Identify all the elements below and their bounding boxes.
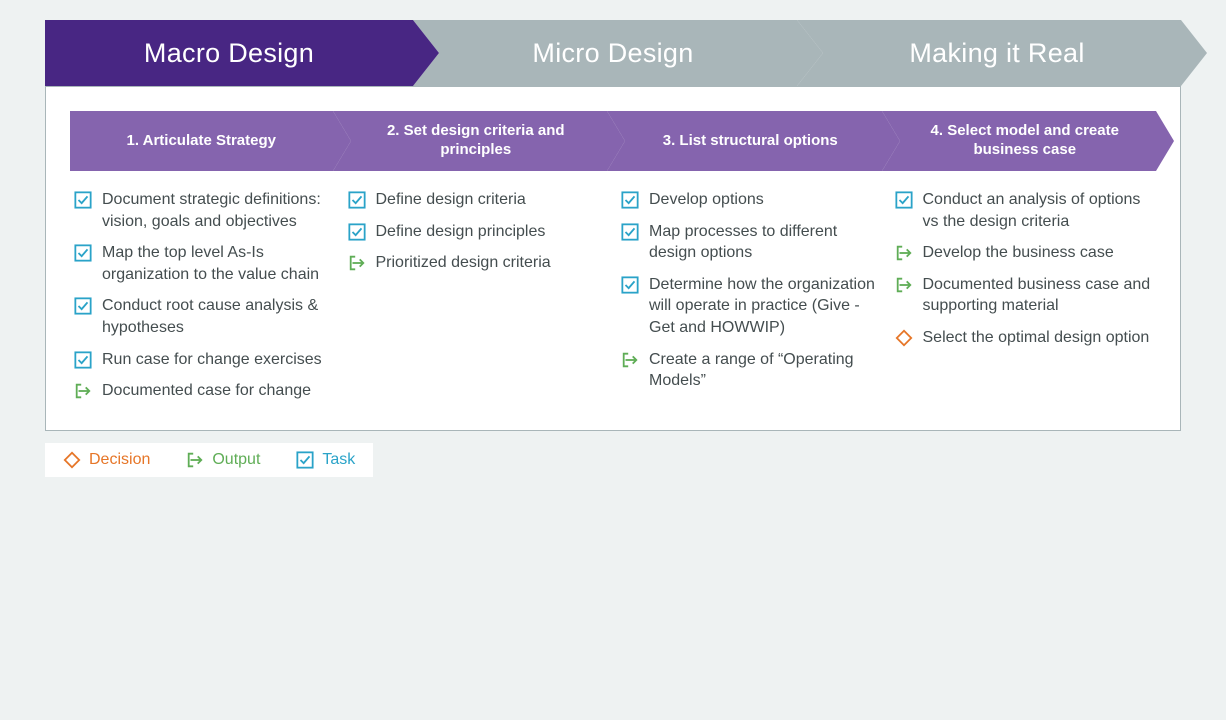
legend-output: Output [186, 451, 260, 469]
list-item: Create a range of “Operating Models” [621, 349, 879, 392]
list-item: Define design principles [348, 221, 606, 243]
checkbox-icon [348, 223, 366, 241]
top-tab-making-it-real[interactable]: Making it Real [797, 20, 1181, 86]
item-text: Develop the business case [923, 242, 1153, 264]
arrow-out-icon [895, 276, 913, 294]
list-item: Documented business case and supporting … [895, 274, 1153, 317]
legend-decision: Decision [63, 451, 150, 469]
step-header: 3. List structural options [607, 111, 882, 171]
list-item: Conduct root cause analysis & hypotheses [74, 295, 332, 338]
list-item: Conduct an analysis of options vs the de… [895, 189, 1153, 232]
item-text: Documented case for change [102, 380, 332, 402]
item-text: Conduct root cause analysis & hypotheses [102, 295, 332, 338]
checkbox-icon [348, 191, 366, 209]
list-item: Run case for change exercises [74, 349, 332, 371]
step-header-row: 1. Articulate Strategy 2. Set design cri… [70, 111, 1156, 171]
top-tab-micro-design[interactable]: Micro Design [413, 20, 797, 86]
step-column: Document strategic definitions: vision, … [70, 189, 336, 412]
step-header: 4. Select model and create business case [882, 111, 1157, 171]
step-title: 2. Set design criteria and principles [363, 122, 590, 160]
list-item: Select the optimal design option [895, 327, 1153, 349]
item-text: Create a range of “Operating Models” [649, 349, 879, 392]
arrow-out-icon [348, 254, 366, 272]
top-tab-row: Macro Design Micro Design Making it Real [45, 20, 1181, 86]
checkbox-icon [74, 297, 92, 315]
legend-label: Task [322, 451, 355, 469]
item-text: Map processes to different design option… [649, 221, 879, 264]
item-text: Determine how the organization will oper… [649, 274, 879, 339]
checkbox-icon [621, 191, 639, 209]
arrow-out-icon [186, 451, 204, 469]
step-title: 3. List structural options [663, 132, 838, 151]
step-header: 1. Articulate Strategy [70, 111, 333, 171]
checkbox-icon [296, 451, 314, 469]
step-header: 2. Set design criteria and principles [333, 111, 608, 171]
list-item: Map processes to different design option… [621, 221, 879, 264]
list-item: Develop options [621, 189, 879, 211]
item-text: Conduct an analysis of options vs the de… [923, 189, 1153, 232]
diamond-icon [63, 451, 81, 469]
legend: Decision Output Task [45, 443, 373, 477]
list-item: Documented case for change [74, 380, 332, 402]
checkbox-icon [895, 191, 913, 209]
item-text: Prioritized design criteria [376, 252, 606, 274]
arrow-out-icon [895, 244, 913, 262]
top-tab-label: Making it Real [909, 38, 1084, 69]
checkbox-icon [74, 191, 92, 209]
arrow-out-icon [621, 351, 639, 369]
item-text: Documented business case and supporting … [923, 274, 1153, 317]
legend-label: Output [212, 451, 260, 469]
legend-label: Decision [89, 451, 150, 469]
item-text: Map the top level As-Is organization to … [102, 242, 332, 285]
list-item: Develop the business case [895, 242, 1153, 264]
item-text: Document strategic definitions: vision, … [102, 189, 332, 232]
legend-task: Task [296, 451, 355, 469]
item-text: Develop options [649, 189, 879, 211]
list-item: Determine how the organization will oper… [621, 274, 879, 339]
item-text: Run case for change exercises [102, 349, 332, 371]
diamond-icon [895, 329, 913, 347]
item-text: Select the optimal design option [923, 327, 1153, 349]
item-text: Define design principles [376, 221, 606, 243]
top-tab-label: Micro Design [532, 38, 693, 69]
step-title: 4. Select model and create business case [912, 122, 1139, 160]
top-tab-macro-design[interactable]: Macro Design [45, 20, 413, 86]
checkbox-icon [621, 223, 639, 241]
list-item: Prioritized design criteria [348, 252, 606, 274]
content-panel: 1. Articulate Strategy 2. Set design cri… [45, 86, 1181, 431]
step-title: 1. Articulate Strategy [127, 132, 277, 151]
checkbox-icon [621, 276, 639, 294]
step-column: Develop options Map processes to differen… [617, 189, 883, 412]
list-item: Map the top level As-Is organization to … [74, 242, 332, 285]
top-tab-label: Macro Design [144, 38, 314, 69]
step-column: Define design criteria Define design prin… [344, 189, 610, 412]
item-text: Define design criteria [376, 189, 606, 211]
step-columns: Document strategic definitions: vision, … [70, 189, 1156, 412]
list-item: Define design criteria [348, 189, 606, 211]
checkbox-icon [74, 351, 92, 369]
arrow-out-icon [74, 382, 92, 400]
checkbox-icon [74, 244, 92, 262]
step-column: Conduct an analysis of options vs the de… [891, 189, 1157, 412]
list-item: Document strategic definitions: vision, … [74, 189, 332, 232]
